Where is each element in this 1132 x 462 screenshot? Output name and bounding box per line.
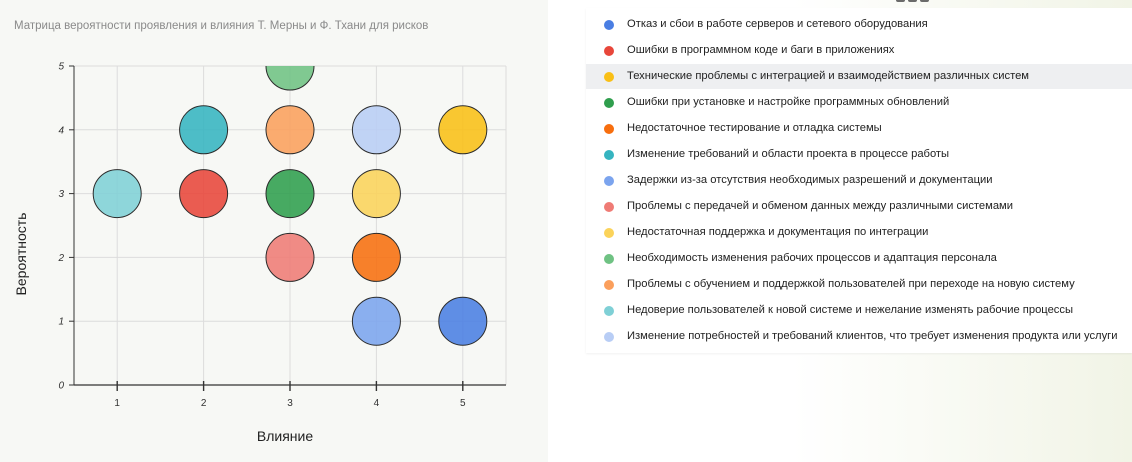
legend-label: Необходимость изменения рабочих процессо… [627, 251, 997, 264]
y-tick-label: 1 [58, 317, 64, 328]
legend-item[interactable]: Ошибки при установке и настройке програм… [586, 90, 1132, 115]
legend-color-swatch [604, 175, 614, 186]
legend-label: Задержки из-за отсутствия необходимых ра… [627, 173, 993, 186]
bubble-point[interactable] [92, 169, 142, 219]
legend-color-swatch [604, 123, 614, 134]
legend-item[interactable]: Технические проблемы с интеграцией и вза… [586, 64, 1132, 89]
legend-label: Недостаточная поддержка и документация п… [627, 225, 929, 238]
legend-item[interactable]: Недоверие пользователей к новой системе … [586, 298, 1132, 323]
legend-item[interactable]: Задержки из-за отсутствия необходимых ра… [586, 168, 1132, 193]
legend-scroll-arrows[interactable] [894, 0, 938, 6]
x-tick-label: 5 [460, 398, 466, 409]
legend-item[interactable]: Проблемы с обучением и поддержкой пользо… [586, 272, 1132, 297]
y-tick-label: 2 [57, 253, 64, 264]
legend-color-swatch [604, 149, 614, 160]
y-tick-label: 5 [58, 62, 64, 73]
legend-label: Ошибки в программном коде и баги в прило… [627, 43, 895, 56]
x-tick-label: 3 [287, 398, 293, 409]
legend-item[interactable]: Изменение потребностей и требований клие… [586, 324, 1132, 349]
bubble-point[interactable] [438, 296, 488, 346]
legend-color-swatch [604, 305, 614, 316]
legend: Отказ и сбои в работе серверов и сетевог… [586, 8, 1132, 353]
bubble-point[interactable] [351, 232, 401, 282]
y-tick-label: 3 [58, 189, 64, 200]
legend-color-swatch [604, 279, 614, 290]
legend-label: Ошибки при установке и настройке програм… [627, 95, 950, 108]
chart-title: Матрица вероятности проявления и влияния… [14, 20, 429, 32]
bubble-point[interactable] [265, 42, 315, 91]
bubble-point[interactable] [351, 169, 401, 219]
legend-item[interactable]: Проблемы с передачей и обменом данных ме… [586, 194, 1132, 219]
legend-color-swatch [604, 19, 614, 30]
legend-label: Изменение потребностей и требований клие… [627, 329, 1118, 342]
legend-label: Недоверие пользователей к новой системе … [627, 303, 1074, 316]
bubble-point[interactable] [351, 105, 401, 155]
legend-item[interactable]: Недостаточная поддержка и документация п… [586, 220, 1132, 245]
legend-item[interactable]: Изменение требований и области проекта в… [586, 142, 1132, 167]
legend-color-swatch [604, 97, 614, 108]
legend-label: Изменение требований и области проекта в… [627, 147, 950, 160]
legend-color-swatch [604, 227, 614, 238]
legend-color-swatch [604, 331, 614, 342]
bubble-point[interactable] [265, 169, 315, 219]
legend-label: Недостаточное тестирование и отладка сис… [627, 121, 882, 134]
chart-panel: Матрица вероятности проявления и влияния… [0, 0, 548, 462]
legend-color-swatch [604, 201, 614, 212]
legend-color-swatch [604, 71, 614, 82]
legend-item[interactable]: Необходимость изменения рабочих процессо… [586, 246, 1132, 271]
x-tick-label: 1 [114, 398, 120, 409]
x-tick-label: 4 [374, 398, 380, 409]
legend-label: Проблемы с обучением и поддержкой пользо… [627, 277, 1075, 290]
bubble-point[interactable] [265, 105, 315, 155]
legend-label: Технические проблемы с интеграцией и вза… [627, 69, 1029, 82]
x-tick-label: 2 [201, 398, 207, 409]
y-tick-label: 4 [58, 125, 64, 136]
bubble-point[interactable] [351, 296, 401, 346]
bubble-series[interactable] [92, 42, 488, 346]
legend-label: Проблемы с передачей и обменом данных ме… [627, 199, 1013, 212]
legend-item[interactable]: Отказ и сбои в работе серверов и сетевог… [586, 12, 1132, 37]
legend-color-swatch [604, 45, 614, 56]
legend-item[interactable]: Недостаточное тестирование и отладка сис… [586, 116, 1132, 141]
x-axis-title: Влияние [257, 428, 313, 444]
bubble-point[interactable] [438, 105, 488, 155]
legend-label: Отказ и сбои в работе серверов и сетевог… [627, 17, 928, 30]
bubble-point[interactable] [179, 169, 229, 219]
y-tick-label: 0 [58, 381, 64, 392]
axes: 0 1 2 3 4 5 1 2 3 4 5 [57, 62, 506, 409]
legend-item[interactable]: Ошибки в программном коде и баги в прило… [586, 38, 1132, 63]
bubble-chart[interactable]: 0 1 2 3 4 5 1 2 3 4 5 Влияние Вероятность [0, 0, 548, 462]
bubble-point[interactable] [265, 232, 315, 282]
y-axis-title: Вероятность [13, 213, 29, 296]
bubble-point[interactable] [179, 105, 229, 155]
legend-color-swatch [604, 253, 614, 264]
